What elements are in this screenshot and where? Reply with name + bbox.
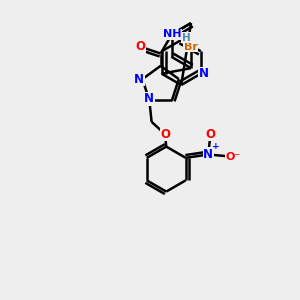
Text: H: H (182, 32, 190, 43)
Text: N: N (199, 67, 209, 80)
Text: O: O (160, 128, 170, 141)
Text: N: N (134, 73, 144, 85)
Text: N: N (203, 148, 213, 161)
Text: N: N (144, 92, 154, 105)
Text: NH: NH (163, 29, 181, 39)
Text: +: + (212, 142, 220, 151)
Text: O⁻: O⁻ (225, 152, 241, 162)
Text: O: O (206, 128, 215, 141)
Text: Br: Br (184, 42, 198, 52)
Text: O: O (135, 40, 146, 53)
